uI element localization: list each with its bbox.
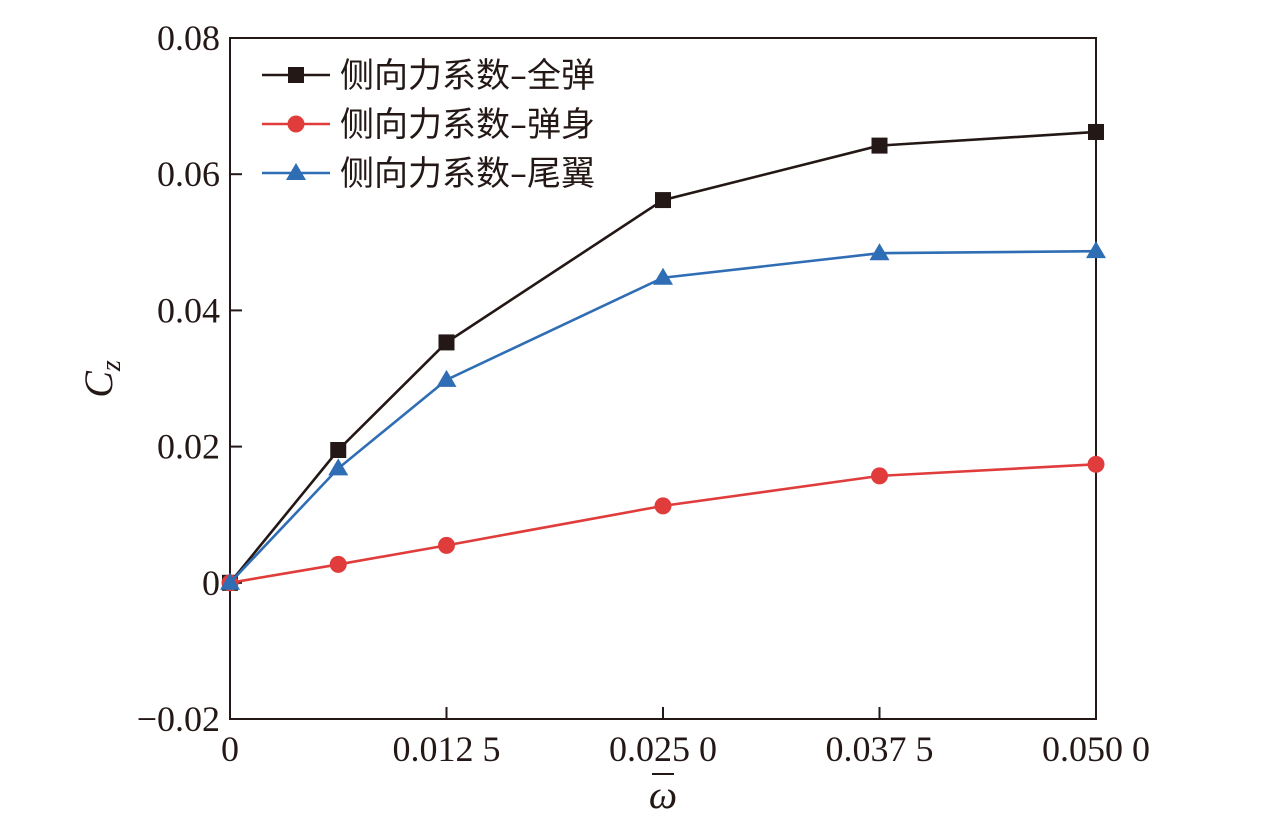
data-point [653, 267, 673, 285]
x-tick-label: 0.050 0 [1042, 729, 1150, 769]
y-tick-label: 0.02 [157, 427, 220, 467]
legend-marker [287, 115, 305, 133]
legend-marker [288, 67, 304, 83]
x-tick-label: 0 [221, 729, 239, 769]
data-point [438, 334, 455, 351]
data-point [220, 572, 240, 590]
legend-marker [286, 163, 306, 180]
series-1 [222, 123, 1104, 591]
series-line [229, 463, 1097, 585]
legend-item: 侧向力系数–尾翼 [262, 154, 595, 194]
y-axis-label-subscript: z [96, 360, 127, 372]
data-point [1087, 455, 1105, 473]
series-layer [220, 123, 1106, 592]
x-axis-label: ω [649, 772, 677, 817]
data-point [871, 467, 888, 485]
data-point [871, 137, 888, 154]
x-tick-label: 0.037 5 [826, 729, 934, 769]
data-point [438, 536, 455, 554]
legend-label: 侧向力系数–弹身 [340, 105, 595, 145]
series-3 [220, 241, 1106, 590]
series-line [228, 130, 1097, 584]
legend-label: 侧向力系数–尾翼 [340, 154, 595, 194]
legend-label: 侧向力系数–全弹 [340, 56, 595, 96]
y-tick-label: 0.08 [157, 18, 220, 58]
y-tick-label: −0.02 [137, 699, 220, 739]
y-tick-label: 0.04 [157, 290, 220, 330]
data-point [655, 192, 671, 209]
data-point [328, 458, 349, 476]
data-point [654, 497, 672, 515]
legend-item: 侧向力系数–弹身 [262, 105, 595, 145]
x-axis-ticks: 0 0.012 5 0.025 0 0.037 5 0.050 0 [221, 707, 1150, 769]
y-axis-label: Cz [76, 360, 127, 398]
svg-text:Cz: Cz [76, 360, 127, 398]
data-point [869, 243, 890, 261]
x-tick-label: 0.025 0 [609, 729, 717, 769]
data-point [1088, 123, 1104, 140]
y-axis-label-text: C [76, 370, 121, 398]
y-axis-ticks: −0.02 0 0.02 0.04 0.06 0.08 [137, 18, 242, 739]
y-tick-label: 0 [202, 563, 220, 603]
data-point [436, 369, 457, 387]
y-tick-label: 0.06 [157, 154, 220, 194]
data-point [330, 442, 347, 459]
series-line [229, 249, 1097, 584]
x-axis-label-text: ω [649, 772, 677, 817]
data-point [329, 555, 347, 573]
legend-item: 侧向力系数–全弹 [262, 56, 595, 96]
series-2 [221, 455, 1105, 592]
x-tick-label: 0.012 5 [393, 729, 501, 769]
data-point [1086, 241, 1106, 259]
